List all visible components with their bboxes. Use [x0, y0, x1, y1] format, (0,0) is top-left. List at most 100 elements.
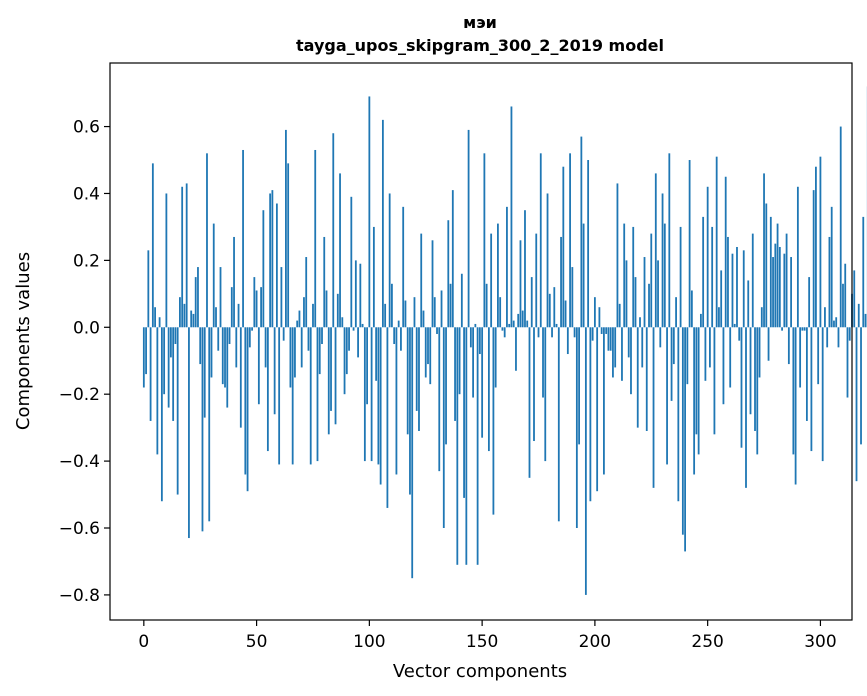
bar	[478, 327, 481, 355]
bar	[203, 327, 206, 418]
bar	[566, 327, 569, 355]
bar	[472, 327, 474, 398]
bar	[659, 327, 662, 348]
bar	[715, 156, 718, 328]
bar	[370, 327, 373, 462]
bar	[512, 320, 515, 328]
bar	[652, 327, 655, 488]
bar	[345, 327, 348, 375]
bar	[145, 327, 147, 375]
bar	[179, 297, 181, 328]
bar	[612, 327, 614, 378]
bar	[668, 153, 671, 328]
bar	[492, 327, 495, 515]
bar	[783, 253, 786, 328]
bar	[418, 327, 420, 431]
bar	[765, 203, 768, 328]
bar	[839, 126, 842, 328]
bar	[742, 250, 745, 328]
bar	[641, 327, 644, 368]
bar	[296, 320, 299, 328]
bar	[618, 303, 621, 328]
bar	[253, 277, 256, 328]
bar	[630, 327, 632, 395]
bar	[391, 283, 393, 328]
bar	[436, 327, 438, 334]
bar	[359, 263, 362, 328]
bar	[237, 303, 240, 328]
bar	[163, 327, 166, 395]
bar	[745, 327, 747, 488]
bar	[257, 327, 260, 405]
bar	[857, 303, 860, 328]
bar	[354, 260, 357, 328]
bar	[246, 327, 249, 492]
bar	[357, 327, 359, 358]
bar	[562, 166, 565, 328]
y-tick-label: −0.2	[59, 385, 100, 405]
bar	[709, 327, 711, 368]
bar	[666, 327, 668, 465]
bar	[506, 206, 508, 328]
bar	[487, 327, 490, 452]
bar	[846, 327, 849, 398]
bar	[706, 186, 709, 328]
bar	[188, 327, 190, 539]
bar	[801, 327, 804, 331]
bar	[431, 240, 434, 328]
bar	[787, 327, 790, 365]
bar	[508, 323, 511, 328]
bar	[242, 149, 244, 328]
bar	[736, 246, 738, 328]
bar	[350, 196, 353, 328]
bar	[255, 290, 258, 328]
bar	[294, 327, 296, 378]
bar	[560, 236, 562, 328]
bar	[289, 327, 292, 388]
bar	[336, 293, 339, 328]
bar	[663, 223, 666, 328]
bar	[395, 327, 398, 475]
bar	[330, 327, 332, 411]
bar	[661, 193, 664, 328]
bar	[833, 320, 835, 328]
bar	[474, 323, 477, 328]
bar	[718, 307, 720, 328]
bar	[571, 267, 574, 328]
bar	[727, 236, 729, 328]
bar	[185, 183, 188, 328]
bar	[670, 327, 673, 401]
bar	[174, 327, 177, 345]
bar	[156, 327, 159, 455]
bar	[463, 327, 465, 498]
bar	[379, 327, 382, 485]
bar	[767, 327, 770, 361]
bar	[587, 160, 590, 328]
bar	[690, 290, 693, 328]
bar	[309, 327, 312, 465]
bar	[526, 320, 529, 328]
bar	[318, 327, 321, 375]
bar	[672, 327, 675, 365]
bar	[314, 149, 317, 328]
bar	[438, 327, 441, 472]
bar	[551, 327, 553, 338]
bar	[303, 297, 305, 328]
bar	[233, 236, 235, 328]
bar	[499, 297, 502, 328]
bar	[406, 327, 409, 435]
bar	[201, 327, 204, 532]
bar	[280, 267, 283, 328]
bar	[535, 233, 538, 328]
bar	[754, 327, 756, 431]
bar	[688, 160, 691, 328]
bar	[555, 323, 558, 328]
bar	[539, 153, 542, 328]
bar	[657, 260, 659, 328]
bar	[413, 297, 416, 328]
bar	[860, 327, 862, 445]
bar	[625, 260, 628, 328]
bar	[796, 186, 799, 328]
bar	[510, 106, 513, 328]
